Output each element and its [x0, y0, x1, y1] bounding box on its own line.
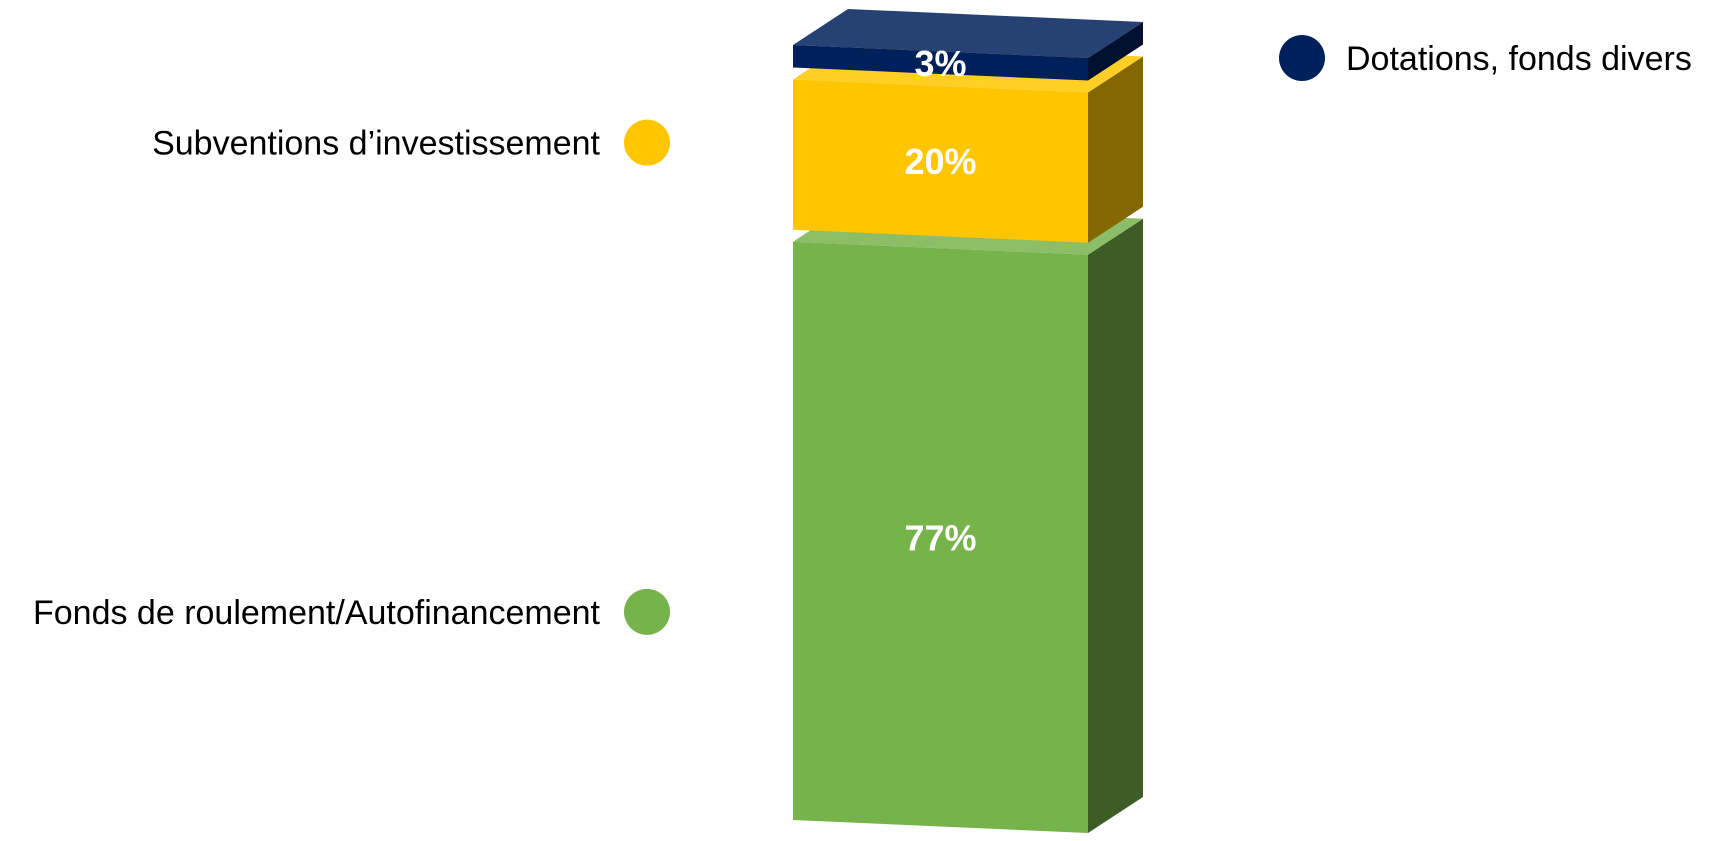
legend-item-subventions-d-investissement: Subventions d’investissement: [152, 119, 670, 166]
bar-side-subventions-d-investissement: [1088, 56, 1143, 243]
bar-side-dotations-fonds-divers: [1088, 22, 1143, 81]
bar-front-dotations-fonds-divers: [793, 45, 1088, 81]
legend-item-fonds-de-roulement-autofinancement: Fonds de roulement/Autofinancement: [33, 588, 670, 635]
legend-label-fonds-de-roulement-autofinancement: Fonds de roulement/Autofinancement: [33, 594, 601, 632]
bar-front-fonds-de-roulement-autofinancement: [793, 241, 1088, 834]
value-label-fonds-de-roulement-autofinancement: 77%: [904, 517, 976, 558]
value-label-subventions-d-investissement: 20%: [904, 141, 976, 182]
bar-front-subventions-d-investissement: [793, 79, 1088, 243]
bar-segment-dotations-fonds-divers: [793, 9, 1143, 81]
bar-top-dotations-fonds-divers: [793, 9, 1143, 58]
bar-side-fonds-de-roulement-autofinancement: [1088, 218, 1143, 834]
value-label-dotations-fonds-divers: 3%: [914, 43, 966, 84]
legend-marker-fonds-de-roulement-autofinancement: [624, 588, 670, 635]
bar-segment-subventions-d-investissement: [793, 43, 1143, 243]
legend-item-dotations-fonds-divers: Dotations, fonds divers: [1279, 35, 1692, 81]
legend-marker-dotations-fonds-divers: [1279, 35, 1325, 81]
bars-layer: [793, 9, 1143, 834]
legend-marker-subventions-d-investissement: [624, 119, 670, 166]
legend-layer: Fonds de roulement/Autofinancement Subven…: [33, 35, 1692, 635]
legend-label-subventions-d-investissement: Subventions d’investissement: [152, 125, 600, 163]
value-labels-layer: 77% 20% 3%: [904, 43, 976, 559]
legend-label-dotations-fonds-divers: Dotations, fonds divers: [1346, 40, 1692, 78]
